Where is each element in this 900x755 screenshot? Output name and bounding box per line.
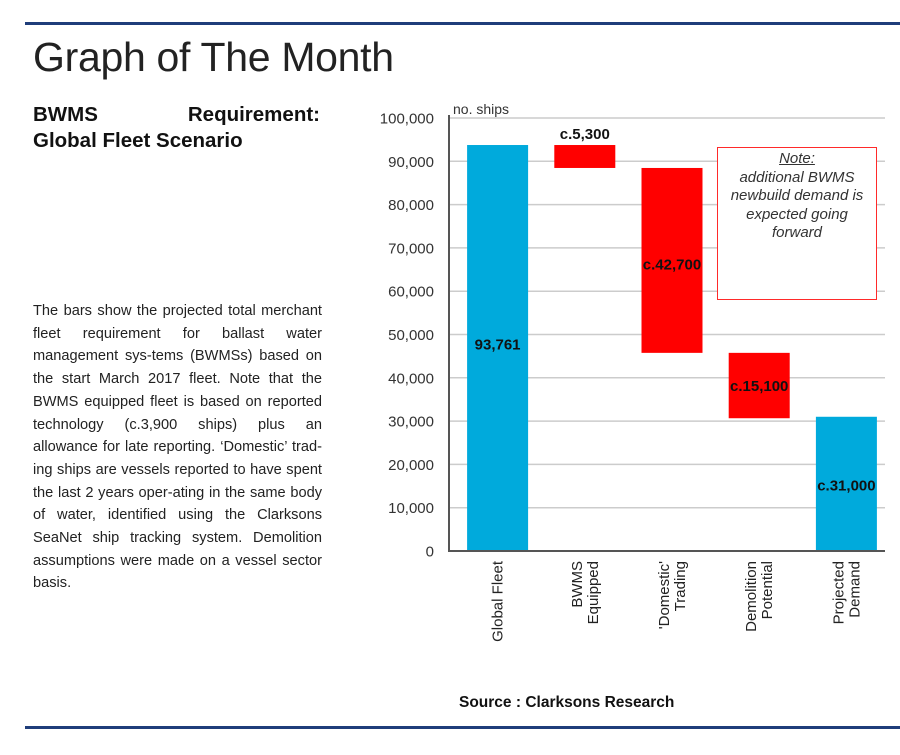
bars <box>467 145 877 551</box>
note-box: Note: additional BWMS newbuild demand is… <box>717 147 877 300</box>
category-label-line: Demolition <box>743 561 760 632</box>
category-label-line: Trading <box>672 561 689 611</box>
y-tick-label: 80,000 <box>388 197 434 214</box>
data-label: c.15,100 <box>730 378 788 395</box>
description-text: The bars show the projected total mercha… <box>33 303 322 592</box>
y-tick-label: 100,000 <box>380 111 434 128</box>
axes <box>448 115 885 552</box>
top-rule <box>25 22 900 25</box>
subtitle-word: Requirement: <box>187 103 320 126</box>
category-label-line: Demand <box>846 561 863 618</box>
category-label-line: 'Domestic' <box>656 561 673 629</box>
category-label-line: Global Fleet <box>490 560 507 642</box>
bar-decrease <box>728 352 790 419</box>
y-tick-label: 40,000 <box>388 370 434 387</box>
bar-decrease <box>641 167 703 353</box>
category-label: 'Domestic'Trading <box>656 561 689 629</box>
source-credit: Source : Clarksons Research <box>459 694 675 711</box>
data-label: 93,761 <box>475 337 521 354</box>
subtitle-word: BWMS <box>33 103 98 126</box>
data-label: c.42,700 <box>643 257 701 274</box>
y-tick-label: 60,000 <box>388 284 434 301</box>
y-tick-label: 20,000 <box>388 457 434 474</box>
chart-subtitle: BWMS Requirement: Global Fleet Scenario <box>33 102 323 154</box>
category-label-line: Potential <box>759 561 776 619</box>
subtitle-line: Global Fleet Scenario <box>33 129 243 152</box>
y-tick-label: 30,000 <box>388 414 434 431</box>
y-tick-label: 90,000 <box>388 154 434 171</box>
data-label: c.5,300 <box>560 126 610 143</box>
page-title: Graph of The Month <box>33 34 394 80</box>
bar-total <box>467 145 529 551</box>
category-labels: Global Fleet BWMSEquipped 'Domestic'Tradin… <box>490 560 864 642</box>
y-tick-labels: 0 10,000 20,000 30,000 40,000 50,000 60,000 70,… <box>380 111 434 561</box>
note-heading: Note: <box>779 150 815 167</box>
y-tick-label: 70,000 <box>388 240 434 257</box>
data-labels: 93,761 c.5,300 c.42,700 c.15,100 c.31,000 <box>475 126 876 494</box>
bar-decrease <box>554 145 616 168</box>
data-label: c.31,000 <box>817 477 875 494</box>
y-tick-label: 10,000 <box>388 500 434 517</box>
category-label-line: Projected <box>830 561 847 624</box>
y-tick-label: 0 <box>426 544 434 561</box>
category-label: ProjectedDemand <box>830 561 863 624</box>
y-axis-unit-label: no. ships <box>453 101 509 117</box>
bar-total <box>815 416 877 551</box>
category-label: Global Fleet <box>490 560 507 642</box>
category-label: BWMSEquipped <box>569 561 602 624</box>
category-label-line: Equipped <box>585 561 602 624</box>
category-label: DemolitionPotential <box>743 561 776 632</box>
y-tick-label: 50,000 <box>388 327 434 344</box>
bottom-rule <box>25 726 900 729</box>
note-body: additional BWMS newbuild demand is expec… <box>730 168 864 242</box>
category-label-line: BWMS <box>569 561 586 608</box>
